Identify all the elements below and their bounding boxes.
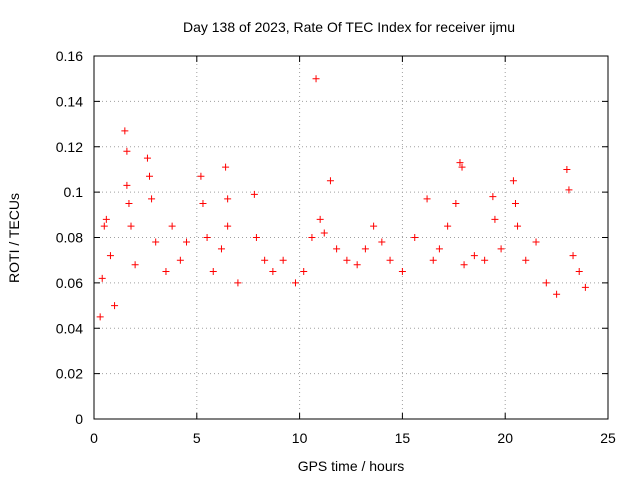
grid-lines: [94, 56, 608, 419]
data-point: [234, 279, 242, 287]
data-point: [162, 268, 170, 276]
data-point: [123, 147, 131, 155]
x-tick-label: 10: [292, 430, 308, 446]
data-point: [217, 245, 225, 253]
data-point: [581, 283, 589, 291]
data-point: [411, 234, 419, 241]
data-point: [127, 222, 135, 230]
data-point: [470, 252, 478, 260]
data-point: [563, 165, 571, 173]
data-point: [522, 256, 530, 264]
data-point: [511, 199, 519, 207]
data-point: [460, 261, 468, 269]
data-point: [423, 195, 431, 203]
data-point: [131, 261, 139, 269]
data-point: [553, 290, 561, 298]
data-point: [435, 245, 443, 253]
y-tick-label: 0.14: [56, 93, 83, 109]
y-tick-label: 0.16: [56, 48, 83, 64]
y-tick-label: 0.04: [56, 320, 83, 336]
data-point: [361, 245, 369, 253]
data-point: [353, 261, 361, 269]
data-point: [320, 229, 328, 237]
data-point: [252, 234, 260, 241]
data-point: [222, 163, 230, 171]
data-point: [224, 222, 232, 230]
data-point: [569, 252, 577, 260]
x-tick-label: 25: [600, 430, 616, 446]
data-point: [444, 222, 452, 230]
data-point: [143, 154, 151, 162]
x-tick-label: 0: [90, 430, 98, 446]
data-point: [106, 252, 114, 260]
data-point: [378, 238, 386, 246]
x-tick-label: 15: [395, 430, 411, 446]
data-point: [316, 215, 324, 223]
data-point: [183, 238, 191, 246]
data-point: [429, 256, 437, 264]
data-point: [343, 256, 351, 264]
data-point: [168, 222, 176, 230]
data-point: [279, 256, 287, 264]
data-point: [250, 190, 258, 198]
y-tick-label: 0.12: [56, 139, 83, 155]
data-point: [300, 268, 308, 276]
y-tick-label: 0.06: [56, 275, 83, 291]
data-point: [199, 199, 207, 207]
y-tick-labels: 0 0.02 0.04 0.06 0.08 0.1 0.12 0.14 0.16: [56, 48, 83, 427]
data-point: [458, 163, 466, 171]
data-point: [575, 268, 583, 276]
data-point: [532, 238, 540, 246]
data-point: [123, 181, 131, 189]
data-point: [152, 238, 160, 246]
data-point: [489, 193, 497, 201]
data-point: [197, 172, 205, 180]
data-point: [102, 215, 110, 223]
data-point: [452, 199, 460, 207]
data-point: [148, 195, 156, 203]
data-point: [326, 177, 334, 185]
axis-ticks: [93, 55, 609, 420]
data-point: [291, 279, 299, 287]
chart-title: Day 138 of 2023, Rate Of TEC Index for r…: [183, 19, 515, 35]
x-tick-label: 5: [193, 430, 201, 446]
data-points: [96, 75, 589, 321]
y-tick-label: 0.1: [64, 184, 84, 200]
data-point: [308, 234, 316, 241]
x-tick-labels: 0 5 10 15 20 25: [90, 430, 616, 446]
data-point: [209, 268, 217, 276]
data-point: [261, 256, 269, 264]
data-point: [121, 127, 129, 135]
data-point: [514, 222, 522, 230]
x-axis-label: GPS time / hours: [298, 458, 405, 474]
data-point: [98, 274, 106, 282]
data-point: [491, 215, 499, 223]
data-point: [203, 234, 211, 241]
data-point: [312, 75, 320, 83]
data-point: [456, 159, 464, 167]
data-point: [100, 222, 108, 230]
data-point: [224, 195, 232, 203]
data-point: [497, 245, 505, 253]
data-point: [146, 172, 154, 180]
data-point: [542, 279, 550, 287]
data-point: [176, 256, 184, 264]
data-point: [481, 256, 489, 264]
y-tick-label: 0.08: [56, 230, 83, 246]
data-point: [370, 222, 378, 230]
data-point: [509, 177, 517, 185]
data-point: [111, 302, 119, 310]
y-axis-label: ROTI / TECUs: [6, 193, 22, 283]
data-point: [565, 186, 573, 194]
data-point: [398, 268, 406, 276]
data-point: [96, 313, 104, 321]
y-tick-label: 0: [75, 411, 83, 427]
y-tick-label: 0.02: [56, 366, 83, 382]
data-point: [269, 268, 277, 276]
data-point: [386, 256, 394, 264]
data-point: [333, 245, 341, 253]
data-point: [125, 199, 133, 207]
x-tick-label: 20: [497, 430, 513, 446]
